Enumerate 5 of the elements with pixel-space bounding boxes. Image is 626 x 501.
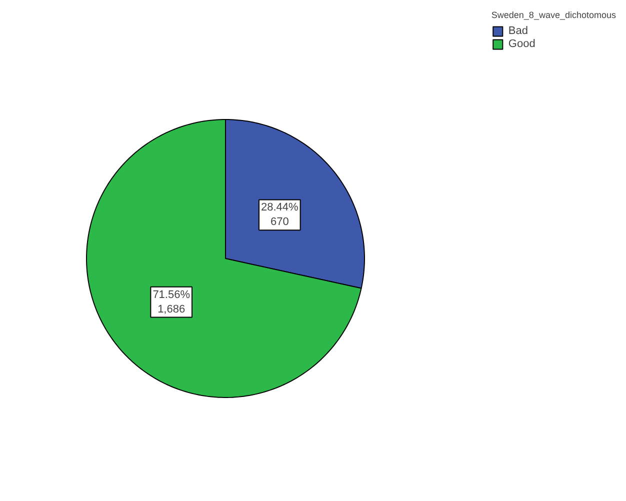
data-label: 28.44% 670 <box>261 202 299 228</box>
legend-label: Bad <box>508 25 528 37</box>
legend-label: Good <box>508 38 536 50</box>
legend-title: Sweden_8_wave_dichotomous <box>491 10 616 20</box>
data-label: 71.56% 1,686 <box>152 288 190 316</box>
